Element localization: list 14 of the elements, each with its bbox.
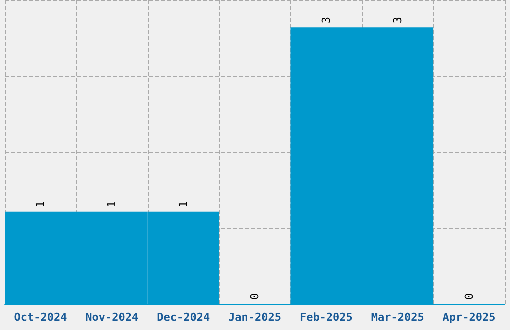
data-label: 0 [248, 293, 262, 300]
x-tick-label: Apr-2025 [442, 311, 496, 324]
data-label: 1 [177, 201, 190, 208]
data-label: 1 [106, 201, 119, 208]
data-label: 1 [34, 201, 48, 208]
x-tick-label: Dec-2024 [157, 311, 210, 324]
x-tick-label: Oct-2024 [14, 311, 68, 324]
x-tick-label: Feb-2025 [300, 311, 353, 324]
x-tick-label: Mar-2025 [371, 311, 424, 324]
data-label: 3 [320, 17, 333, 24]
data-label: 0 [462, 293, 476, 300]
x-tick-label: Jan-2025 [228, 311, 282, 324]
x-tick-label: Nov-2024 [86, 311, 140, 324]
data-label: 3 [391, 17, 404, 24]
